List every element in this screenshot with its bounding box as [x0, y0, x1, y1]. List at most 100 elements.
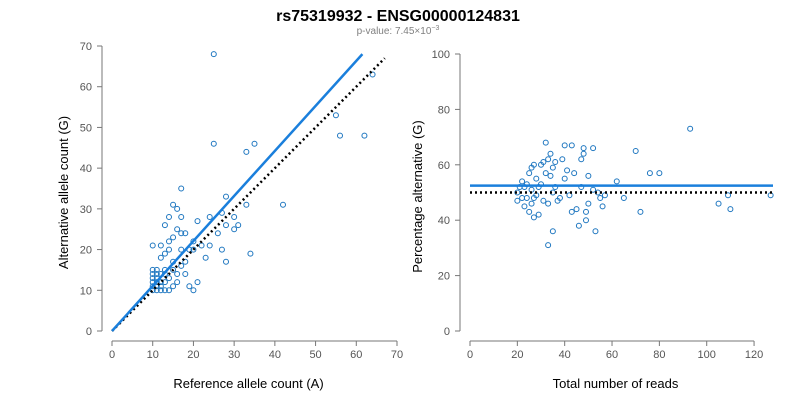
data-point — [178, 185, 185, 192]
x-axis-title: Reference allele count (A) — [173, 376, 323, 391]
data-point — [526, 170, 533, 177]
data-point — [564, 167, 571, 174]
x-tick-label: 20 — [187, 349, 199, 361]
data-point — [578, 156, 585, 163]
x-tick-label: 120 — [745, 349, 763, 361]
data-point — [620, 195, 627, 202]
data-point — [361, 132, 368, 139]
data-point — [170, 234, 177, 241]
data-point — [174, 226, 181, 233]
data-point — [585, 200, 592, 207]
data-point — [533, 175, 540, 182]
data-point — [571, 170, 578, 177]
data-point — [561, 175, 568, 182]
data-point — [561, 142, 568, 149]
data-point — [599, 203, 606, 210]
data-point — [601, 192, 608, 199]
data-point — [585, 172, 592, 179]
data-point — [727, 206, 734, 213]
data-point — [715, 200, 722, 207]
data-point — [613, 178, 620, 185]
data-point — [153, 266, 160, 273]
data-point — [573, 206, 580, 213]
y-tick-label: 100 — [432, 49, 450, 61]
data-point — [157, 279, 164, 286]
x-tick-label: 0 — [467, 349, 473, 361]
data-point — [170, 283, 177, 290]
y-axis-title: Alternative allele count (G) — [56, 116, 71, 269]
data-point — [243, 148, 250, 155]
data-point — [149, 283, 156, 290]
data-point — [337, 132, 343, 139]
data-point — [149, 275, 156, 282]
reference-line — [111, 57, 386, 332]
data-point — [549, 228, 556, 235]
data-point — [247, 250, 254, 257]
data-point — [556, 195, 563, 202]
y-tick-label: 80 — [438, 104, 450, 116]
panel-allele-counts: 0 10 20 30 40 50 60 70 0 10 20 30 40 50 60 70 Reference … — [56, 41, 403, 391]
data-point — [568, 142, 575, 149]
y-tick-label: 60 — [80, 82, 92, 94]
y-tick-label: 50 — [80, 122, 92, 134]
x-tick-label: 70 — [391, 349, 403, 361]
data-point — [161, 287, 168, 294]
data-point — [182, 258, 189, 265]
y-tick-label: 40 — [80, 163, 92, 175]
y-tick-label: 70 — [80, 41, 92, 53]
data-point — [590, 186, 597, 193]
y-tick-label: 40 — [438, 215, 450, 227]
x-tick-label: 30 — [228, 349, 240, 361]
x-tick-label: 40 — [269, 349, 281, 361]
y-tick-label: 0 — [444, 326, 450, 338]
x-tick-label: 50 — [309, 349, 321, 361]
data-point — [582, 208, 589, 215]
data-point — [157, 254, 164, 261]
data-point — [174, 279, 181, 286]
data-point — [206, 214, 213, 220]
data-point — [223, 258, 229, 265]
x-tick-label: 10 — [147, 349, 159, 361]
data-point — [231, 226, 238, 233]
data-point — [545, 200, 552, 207]
data-point — [526, 208, 533, 215]
data-point — [521, 203, 528, 210]
data-point — [161, 222, 168, 229]
data-point — [523, 195, 530, 202]
data-point — [575, 222, 582, 229]
x-axis-title: Total number of reads — [553, 376, 679, 391]
data-point — [149, 242, 156, 249]
data-point — [206, 242, 213, 249]
data-point — [580, 145, 587, 152]
data-point — [559, 156, 566, 163]
data-point — [231, 214, 238, 220]
data-point — [149, 271, 156, 277]
data-point — [568, 208, 575, 215]
data-point — [590, 145, 597, 152]
y-tick-label: 0 — [86, 326, 92, 338]
data-point — [190, 287, 197, 294]
data-point — [243, 201, 250, 208]
data-point — [547, 150, 554, 157]
data-point — [725, 192, 732, 199]
data-point — [582, 217, 589, 224]
data-point — [530, 214, 537, 221]
data-point — [540, 159, 547, 166]
data-point — [514, 197, 521, 204]
data-point — [153, 271, 160, 277]
data-point — [646, 170, 653, 177]
data-point — [547, 172, 554, 179]
data-point — [687, 125, 694, 132]
y-tick-label: 30 — [80, 204, 92, 216]
panel-percentage-alternative: 0 20 40 60 80 100 120 0 20 40 60 80 100 Total number … — [410, 49, 774, 391]
data-point — [190, 246, 197, 253]
data-point — [637, 208, 644, 215]
data-point — [549, 164, 556, 171]
data-point — [280, 201, 286, 208]
data-point — [580, 150, 587, 157]
data-point — [542, 139, 549, 146]
data-point — [552, 159, 559, 166]
data-point — [166, 287, 172, 294]
data-point — [251, 140, 258, 147]
